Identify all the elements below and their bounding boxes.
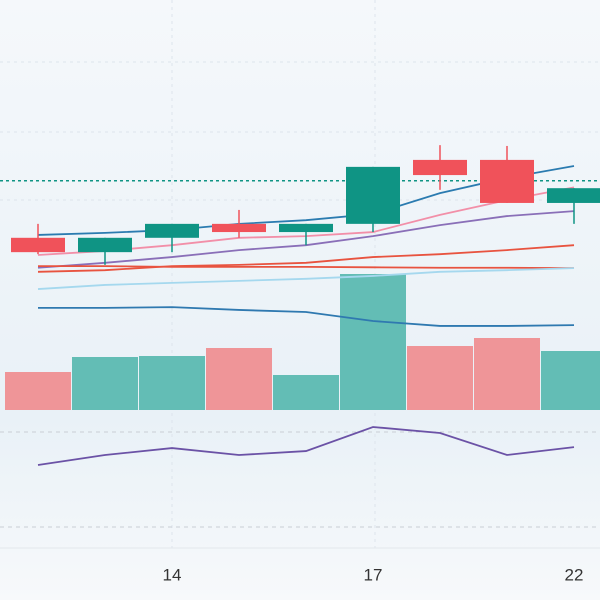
moving-average [37,267,575,290]
x-tick-label: 22 [565,565,584,584]
volume-bar [407,346,473,410]
volume-bar [541,351,600,410]
candle-body [547,188,600,203]
candle-body [212,223,266,233]
candle-body [346,166,400,224]
indicator-line [37,426,575,466]
candle-body [413,159,467,176]
volume-bar [72,357,138,410]
candle-body [11,237,65,253]
x-tick-label: 17 [364,565,383,584]
candle-body [480,159,534,203]
volume-bar [206,348,272,410]
volume-bar [474,338,540,410]
volume-bar [139,356,205,410]
candle-body [145,223,199,238]
candle-body [279,223,333,233]
volume-bar [273,375,339,410]
volume-bar [5,372,71,410]
moving-average [38,306,575,327]
moving-average [38,265,575,270]
candle-body [78,237,132,253]
moving-average [37,244,575,273]
volume-bar [340,274,406,410]
x-tick-label: 14 [163,565,182,584]
